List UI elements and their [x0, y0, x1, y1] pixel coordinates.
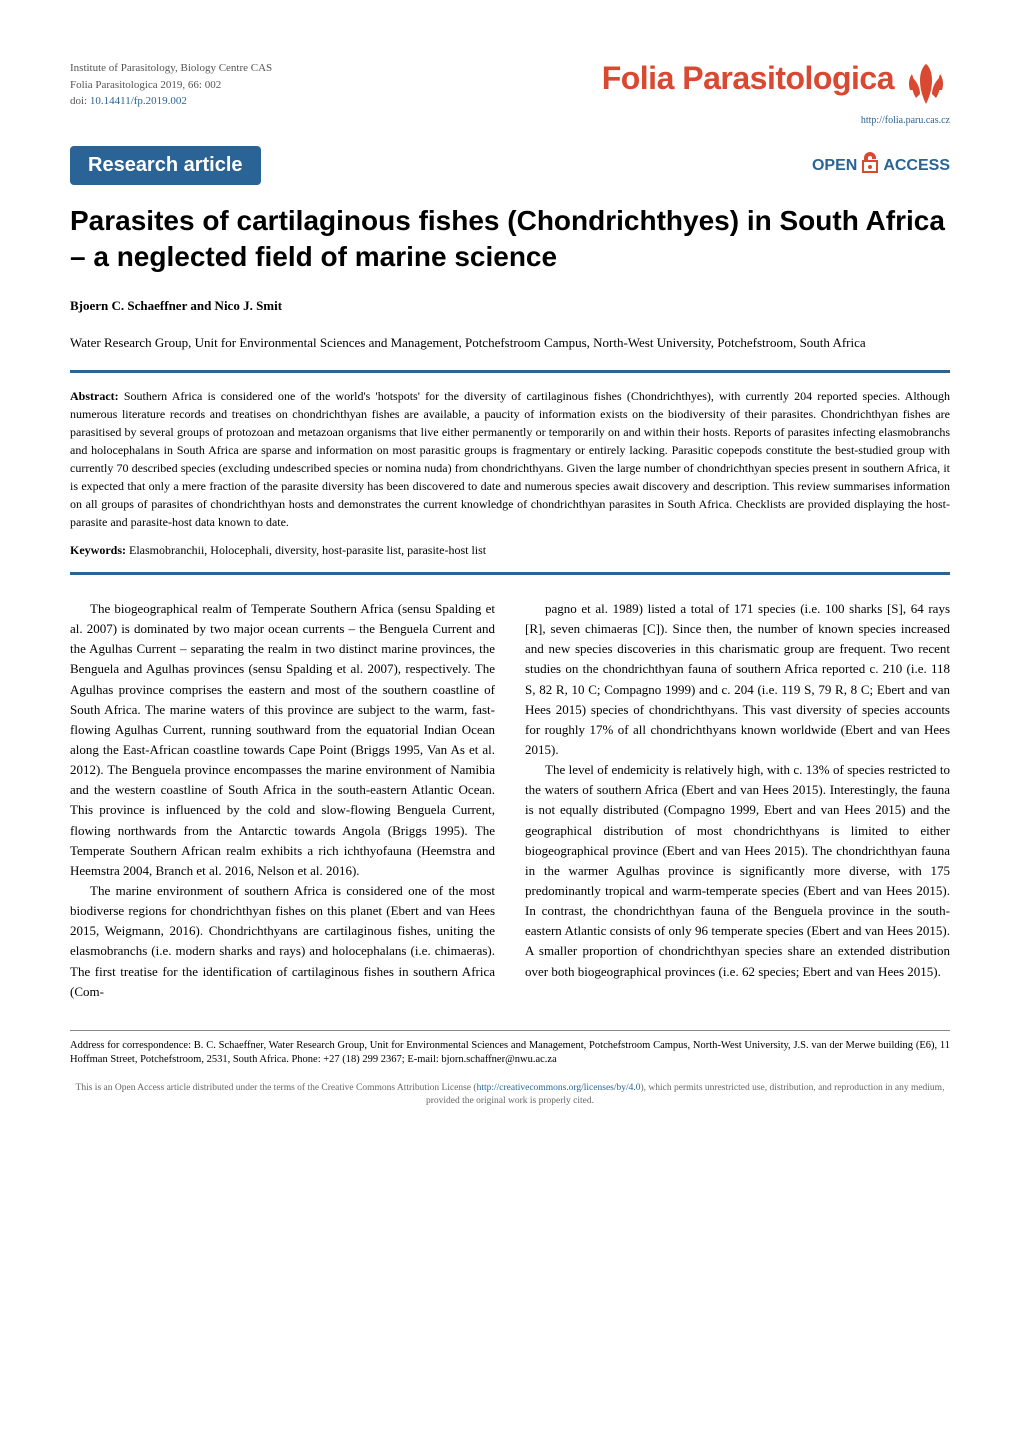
col2-para2: The level of endemicity is relatively hi… — [525, 760, 950, 982]
affiliation: Water Research Group, Unit for Environme… — [70, 334, 950, 352]
institute-line: Institute of Parasitology, Biology Centr… — [70, 60, 272, 77]
column-right: pagno et al. 1989) listed a total of 171… — [525, 599, 950, 1002]
article-title: Parasites of cartilaginous fishes (Chond… — [70, 203, 950, 276]
article-type-banner: Research article — [70, 146, 261, 185]
journal-logo-block: Folia Parasitologica — [602, 60, 950, 126]
doi-line: doi: 10.14411/fp.2019.002 — [70, 93, 272, 110]
license-url[interactable]: http://creativecommons.org/licenses/by/4… — [477, 1083, 641, 1093]
keywords-block: Keywords: Elasmobranchii, Holocephali, d… — [70, 543, 950, 558]
license-pre: This is an Open Access article distribut… — [76, 1083, 477, 1093]
correspondence-address: Address for correspondence: B. C. Schaef… — [70, 1039, 950, 1068]
col1-para2: The marine environment of southern Afric… — [70, 881, 495, 1002]
doi-prefix: doi: — [70, 95, 90, 107]
citation-line: Folia Parasitologica 2019, 66: 002 — [70, 77, 272, 94]
open-label: OPEN — [812, 157, 857, 175]
column-left: The biogeographical realm of Temperate S… — [70, 599, 495, 1002]
footer-divider — [70, 1030, 950, 1031]
divider-top — [70, 370, 950, 373]
body-columns: The biogeographical realm of Temperate S… — [70, 599, 950, 1002]
license-text: This is an Open Access article distribut… — [70, 1082, 950, 1109]
authors: Bjoern C. Schaeffner and Nico J. Smit — [70, 298, 950, 314]
doi-link[interactable]: 10.14411/fp.2019.002 — [90, 95, 187, 107]
abstract-block: Abstract: Southern Africa is considered … — [70, 387, 950, 531]
banner-row: Research article OPEN ACCESS — [70, 146, 950, 185]
keywords-text: Elasmobranchii, Holocephali, diversity, … — [126, 543, 486, 557]
access-label: ACCESS — [883, 157, 950, 175]
journal-name: Folia Parasitologica — [602, 60, 894, 97]
abstract-text: Southern Africa is considered one of the… — [70, 389, 950, 529]
abstract-label: Abstract: — [70, 389, 119, 403]
leaf-logo-icon — [902, 60, 950, 113]
journal-url[interactable]: http://folia.paru.cas.cz — [602, 115, 950, 126]
col2-para1: pagno et al. 1989) listed a total of 171… — [525, 599, 950, 760]
header: Institute of Parasitology, Biology Centr… — [70, 60, 950, 126]
keywords-label: Keywords: — [70, 543, 126, 557]
open-access-badge: OPEN ACCESS — [812, 152, 950, 179]
page-container: Institute of Parasitology, Biology Centr… — [0, 0, 1020, 1139]
open-lock-icon — [861, 152, 879, 179]
header-right-logo: Folia Parasitologica — [602, 60, 950, 126]
header-left-meta: Institute of Parasitology, Biology Centr… — [70, 60, 272, 110]
col1-para1: The biogeographical realm of Temperate S… — [70, 599, 495, 881]
divider-bottom — [70, 572, 950, 575]
